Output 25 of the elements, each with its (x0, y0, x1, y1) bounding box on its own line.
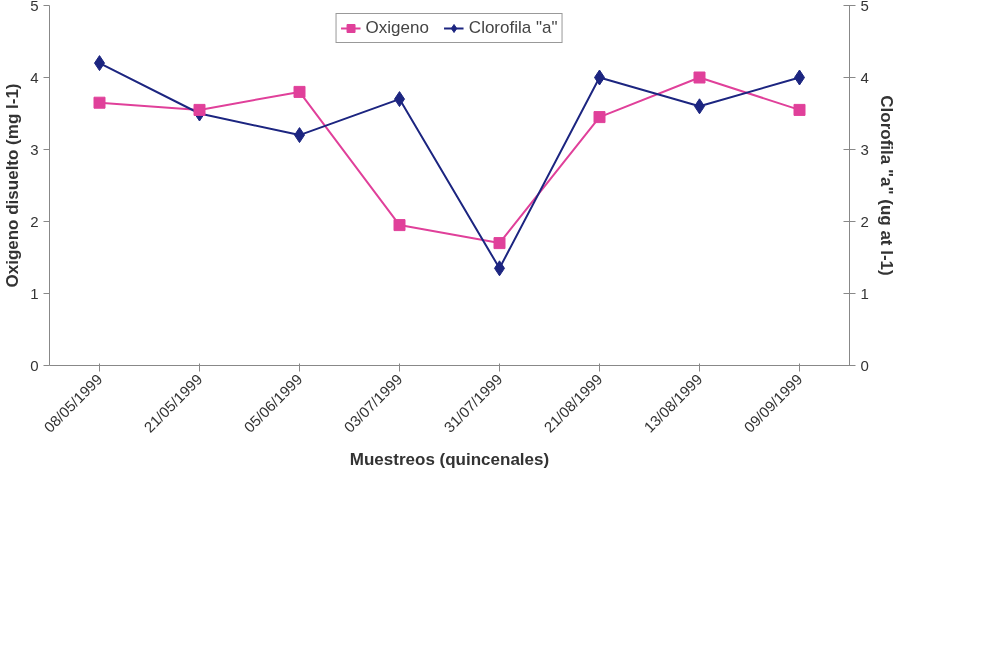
y2-axis-title: Clorofila "a" (ug at l-1) (876, 95, 896, 276)
x-axis-title: Muestreos (quincenales) (349, 449, 550, 469)
y2-tick-label: 0 (860, 356, 869, 374)
point (493, 237, 506, 250)
y-tick-label: 4 (30, 68, 39, 86)
y2-tick-label: 1 (860, 284, 869, 302)
y2-tick-label: 5 (860, 0, 869, 14)
y2-tick-label: 3 (860, 140, 869, 158)
legend-label: Oxigeno (365, 18, 429, 38)
y-tick-label: 0 (30, 356, 39, 374)
y-tick-label: 2 (30, 212, 39, 230)
point (293, 85, 306, 98)
point (593, 111, 606, 124)
point (793, 103, 806, 116)
point (393, 219, 406, 232)
y-tick-label: 5 (30, 0, 39, 14)
point (193, 103, 206, 116)
y2-tick-label: 4 (860, 68, 869, 86)
point (693, 71, 706, 84)
y-tick-label: 3 (30, 140, 39, 158)
y-tick-label: 1 (30, 284, 39, 302)
y-axis-title: Oxigeno disuelto (mg l-1) (3, 83, 23, 288)
point (93, 96, 106, 109)
y2-tick-label: 2 (860, 212, 869, 230)
legend-label: Clorofila "a" (468, 18, 558, 38)
